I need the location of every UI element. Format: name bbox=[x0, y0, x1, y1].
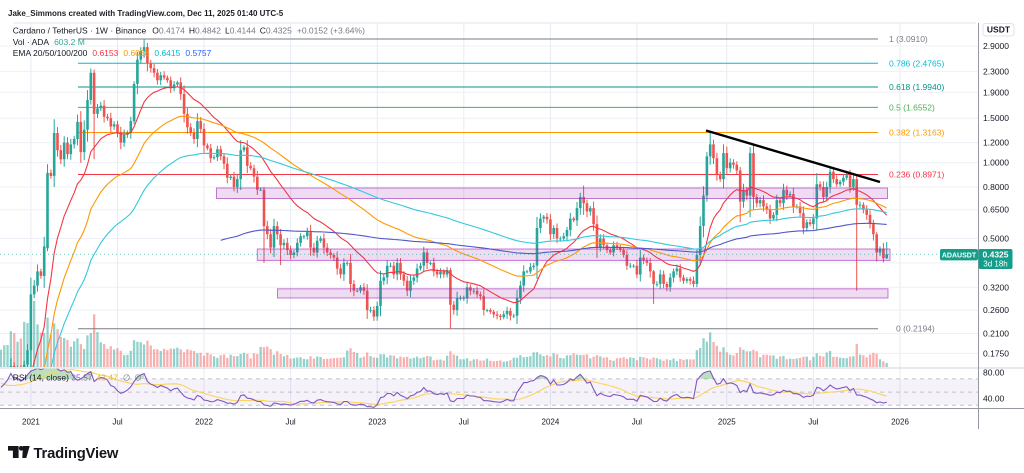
svg-text:Jul: Jul bbox=[285, 418, 295, 427]
svg-text:0.382 (1.3163): 0.382 (1.3163) bbox=[889, 128, 944, 138]
svg-text:0.618 (1.9940): 0.618 (1.9940) bbox=[889, 82, 944, 92]
svg-text:2.3000: 2.3000 bbox=[983, 66, 1009, 76]
svg-text:0.5000: 0.5000 bbox=[983, 234, 1009, 244]
svg-text:2026: 2026 bbox=[891, 418, 909, 427]
svg-text:0.786 (2.4765): 0.786 (2.4765) bbox=[889, 58, 944, 68]
svg-text:2023: 2023 bbox=[368, 418, 386, 427]
svg-text:0.1750: 0.1750 bbox=[983, 348, 1009, 358]
svg-text:0.2100: 0.2100 bbox=[983, 329, 1009, 339]
svg-text:1.0000: 1.0000 bbox=[983, 158, 1009, 168]
svg-text:2021: 2021 bbox=[22, 418, 40, 427]
svg-text:Jul: Jul bbox=[459, 418, 469, 427]
svg-text:Jul: Jul bbox=[112, 418, 122, 427]
svg-text:1.5000: 1.5000 bbox=[983, 113, 1009, 123]
svg-text:0.236 (0.8971): 0.236 (0.8971) bbox=[889, 170, 944, 180]
svg-text:40.00: 40.00 bbox=[983, 394, 1005, 404]
svg-text:0.8000: 0.8000 bbox=[983, 182, 1009, 192]
svg-text:Jake_Simmons created with Trad: Jake_Simmons created with TradingView.co… bbox=[8, 9, 284, 18]
svg-text:Jul: Jul bbox=[808, 418, 818, 427]
svg-text:0.2600: 0.2600 bbox=[983, 305, 1009, 315]
svg-text:0.6500: 0.6500 bbox=[983, 205, 1009, 215]
svg-text:1.9000: 1.9000 bbox=[983, 87, 1009, 97]
svg-text:1 (3.0910): 1 (3.0910) bbox=[889, 34, 928, 44]
svg-text:0 (0.2194): 0 (0.2194) bbox=[896, 324, 935, 334]
svg-text:2.9000: 2.9000 bbox=[983, 41, 1009, 51]
svg-text:TradingView: TradingView bbox=[34, 446, 119, 462]
svg-text:1.2000: 1.2000 bbox=[983, 138, 1009, 148]
svg-text:2025: 2025 bbox=[718, 418, 736, 427]
svg-text:2024: 2024 bbox=[542, 418, 560, 427]
svg-text:80.00: 80.00 bbox=[983, 367, 1005, 377]
svg-text:ADAUSDT: ADAUSDT bbox=[942, 252, 977, 259]
svg-text:0.4325: 0.4325 bbox=[983, 250, 1009, 260]
svg-text:Cardano / TetherUS · 1W · Bina: Cardano / TetherUS · 1W · Binance O0.4174… bbox=[13, 26, 365, 36]
svg-text:0.5 (1.6552): 0.5 (1.6552) bbox=[889, 102, 935, 112]
svg-text:USDT: USDT bbox=[987, 25, 1011, 35]
svg-text:Jul: Jul bbox=[632, 418, 642, 427]
svg-text:3d 18h: 3d 18h bbox=[983, 260, 1007, 269]
svg-text:2022: 2022 bbox=[195, 418, 213, 427]
svg-text:0.3200: 0.3200 bbox=[983, 282, 1009, 292]
